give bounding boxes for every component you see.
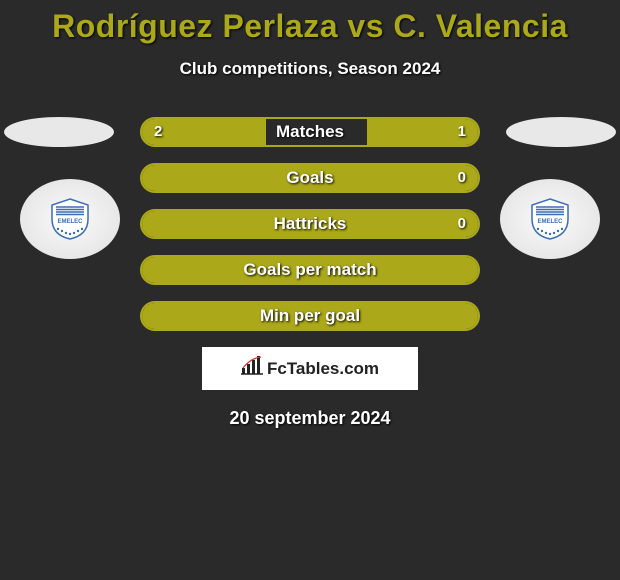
emelec-shield-icon: EMELEC <box>48 197 92 241</box>
comparison-area: EMELEC EMELEC Matches21Goals0Hattrick <box>0 117 620 429</box>
stat-bar: Matches21 <box>140 117 480 147</box>
stat-bar: Goals0 <box>140 163 480 193</box>
bar-left-fill <box>142 303 478 329</box>
stat-bar: Goals per match <box>140 255 480 285</box>
fctables-logo[interactable]: FcTables.com <box>202 347 418 390</box>
svg-text:EMELEC: EMELEC <box>57 219 83 225</box>
bar-left-fill <box>142 211 478 237</box>
bar-left-fill <box>142 165 478 191</box>
club-badge-right: EMELEC <box>500 179 600 259</box>
page-title: Rodríguez Perlaza vs C. Valencia <box>0 0 620 45</box>
date-label: 20 september 2024 <box>0 408 620 429</box>
bar-chart-icon <box>241 356 263 381</box>
logo-text: FcTables.com <box>267 359 379 379</box>
stats-bars: Matches21 Goals0 Hattricks0 Goals per match… <box>140 117 480 331</box>
player-right-oval <box>506 117 616 147</box>
bar-right-fill <box>367 119 478 145</box>
stat-bar: Min per goal <box>140 301 480 331</box>
bar-left-fill <box>142 119 266 145</box>
subtitle: Club competitions, Season 2024 <box>0 59 620 79</box>
svg-text:EMELEC: EMELEC <box>537 219 563 225</box>
bar-left-fill <box>142 257 478 283</box>
emelec-shield-icon: EMELEC <box>528 197 572 241</box>
club-badge-left: EMELEC <box>20 179 120 259</box>
bar-spacer <box>266 119 367 145</box>
player-left-oval <box>4 117 114 147</box>
stat-bar: Hattricks0 <box>140 209 480 239</box>
